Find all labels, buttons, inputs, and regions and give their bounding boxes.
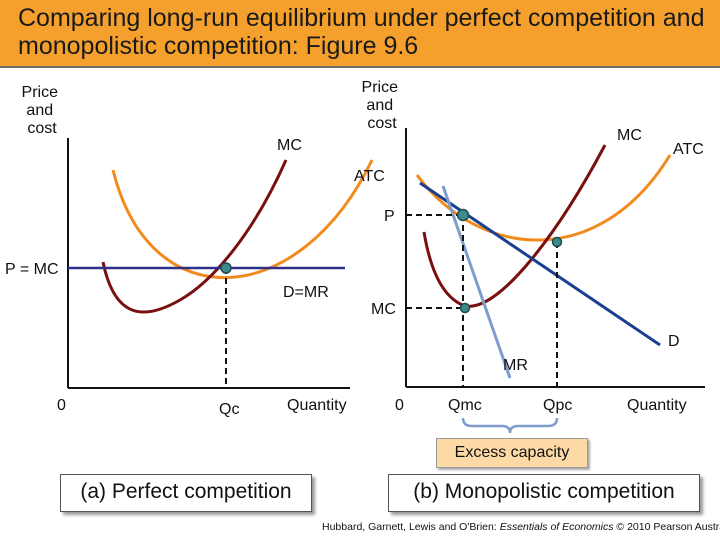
panel-b-qpc-label: Qpc [543, 397, 572, 414]
panel-a-demand-label: D=MR [283, 284, 329, 301]
panel-b-mc-curve [422, 144, 607, 308]
panel-a-x-axis-label: Quantity [287, 397, 347, 414]
panel-b-y-label-line-1: Price [362, 79, 399, 96]
panel-a-origin-label: 0 [57, 397, 66, 414]
panel-b-mr-label: MR [503, 357, 528, 374]
panel-a-caption: (a) Perfect competition [60, 474, 312, 512]
panel-b-caption: (b) Monopolistic competition [388, 474, 700, 512]
citation-prefix: Hubbard, Garnett, Lewis and O'Brien: [322, 521, 500, 533]
panel-b-origin-label: 0 [395, 397, 404, 414]
panel-b-y-axis-label: Price and cost [362, 79, 403, 132]
panel-a: Price and cost MC P = MC D=MR 0 Qc Quant… [5, 84, 374, 418]
panel-b-demand-label: D [668, 333, 680, 350]
citation-book-title: Essentials of Economics [499, 521, 614, 533]
excess-capacity-label: Excess capacity [436, 438, 588, 468]
panel-a-equilibrium-point [220, 262, 232, 274]
panel-b-qmc-label: Qmc [448, 397, 482, 414]
citation: Hubbard, Garnett, Lewis and O'Brien: Ess… [322, 521, 720, 533]
panel-b-y-label-line-3: cost [367, 115, 397, 132]
panel-a-atc-curve [111, 159, 374, 279]
excess-capacity-brace [461, 417, 559, 434]
panel-a-mc-label: MC [277, 137, 302, 154]
panel-b-x-axis-label: Quantity [627, 397, 687, 414]
panel-b-mr-line [441, 185, 512, 379]
panel-b-atc-label-left: ATC [354, 168, 385, 185]
citation-suffix: © 2010 Pearson Australia [616, 521, 720, 533]
panel-a-qc-label: Qc [219, 401, 239, 418]
panel-a-y-label-line-3: cost [27, 120, 57, 137]
panel-a-y-label-line-2: and [26, 102, 53, 119]
panel-b-atc-min-point [551, 236, 563, 248]
panel-a-y-axis-label: Price and cost [22, 84, 63, 137]
panel-b-price-point [456, 208, 470, 222]
title-bar: Comparing long-run equilibrium under per… [0, 0, 720, 68]
panel-b: Price and cost MC ATC ATC P MC D MR 0 Qm… [354, 79, 705, 434]
panel-b-price-label: P [384, 208, 395, 225]
panel-a-y-label-line-1: Price [22, 84, 59, 101]
panel-b-atc-label-right: ATC [673, 141, 704, 158]
panel-b-mc-level-label: MC [371, 301, 396, 318]
panel-b-mc-point [459, 302, 471, 314]
panel-b-mc-label: MC [617, 127, 642, 144]
panel-a-mc-curve [101, 159, 288, 314]
panel-a-price-label: P = MC [5, 261, 59, 278]
panel-b-atc-curve [415, 154, 672, 242]
panel-b-y-label-line-2: and [366, 97, 393, 114]
slide-title: Comparing long-run equilibrium under per… [18, 4, 705, 60]
